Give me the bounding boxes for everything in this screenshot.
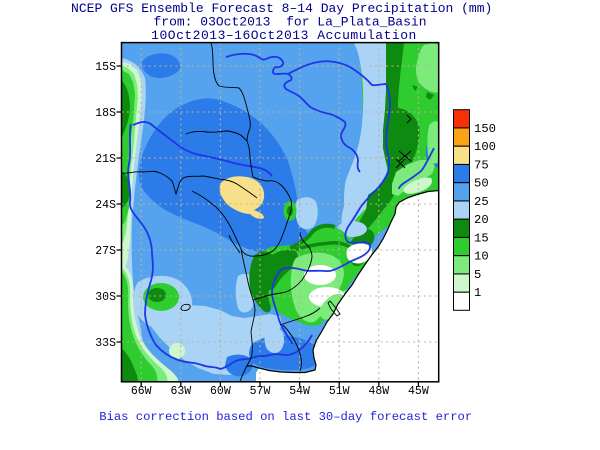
svg-text:15S: 15S xyxy=(95,61,116,74)
svg-text:24S: 24S xyxy=(95,199,116,212)
svg-text:from: 03Oct2013 for La_Plata_: from: 03Oct2013 for La_Plata_Basin xyxy=(153,15,426,30)
svg-text:66W: 66W xyxy=(131,385,152,398)
svg-text:63W: 63W xyxy=(170,385,191,398)
svg-text:45W: 45W xyxy=(408,385,429,398)
svg-text:33S: 33S xyxy=(95,337,116,350)
svg-text:25: 25 xyxy=(474,195,489,209)
svg-text:51W: 51W xyxy=(329,385,350,398)
svg-text:27S: 27S xyxy=(95,245,116,258)
svg-text:48W: 48W xyxy=(368,385,389,398)
svg-text:100: 100 xyxy=(474,140,496,154)
svg-text:10Oct2013–16Oct2013 Accumulati: 10Oct2013–16Oct2013 Accumulation xyxy=(151,28,417,43)
svg-text:150: 150 xyxy=(474,122,496,136)
svg-text:1: 1 xyxy=(474,286,481,300)
svg-text:75: 75 xyxy=(474,158,489,172)
svg-text:54W: 54W xyxy=(289,385,310,398)
svg-text:21S: 21S xyxy=(95,153,116,166)
svg-text:20: 20 xyxy=(474,213,489,227)
svg-text:60W: 60W xyxy=(210,385,231,398)
svg-text:30S: 30S xyxy=(95,291,116,304)
svg-text:15: 15 xyxy=(474,231,489,245)
svg-text:NCEP GFS Ensemble Forecast 8–1: NCEP GFS Ensemble Forecast 8–14 Day Prec… xyxy=(71,1,492,16)
svg-text:18S: 18S xyxy=(95,107,116,120)
svg-text:50: 50 xyxy=(474,177,489,191)
svg-text:57W: 57W xyxy=(250,385,271,398)
svg-text:Bias correction based on last: Bias correction based on last 30–day for… xyxy=(99,410,472,424)
svg-text:5: 5 xyxy=(474,268,481,282)
svg-text:10: 10 xyxy=(474,250,489,264)
